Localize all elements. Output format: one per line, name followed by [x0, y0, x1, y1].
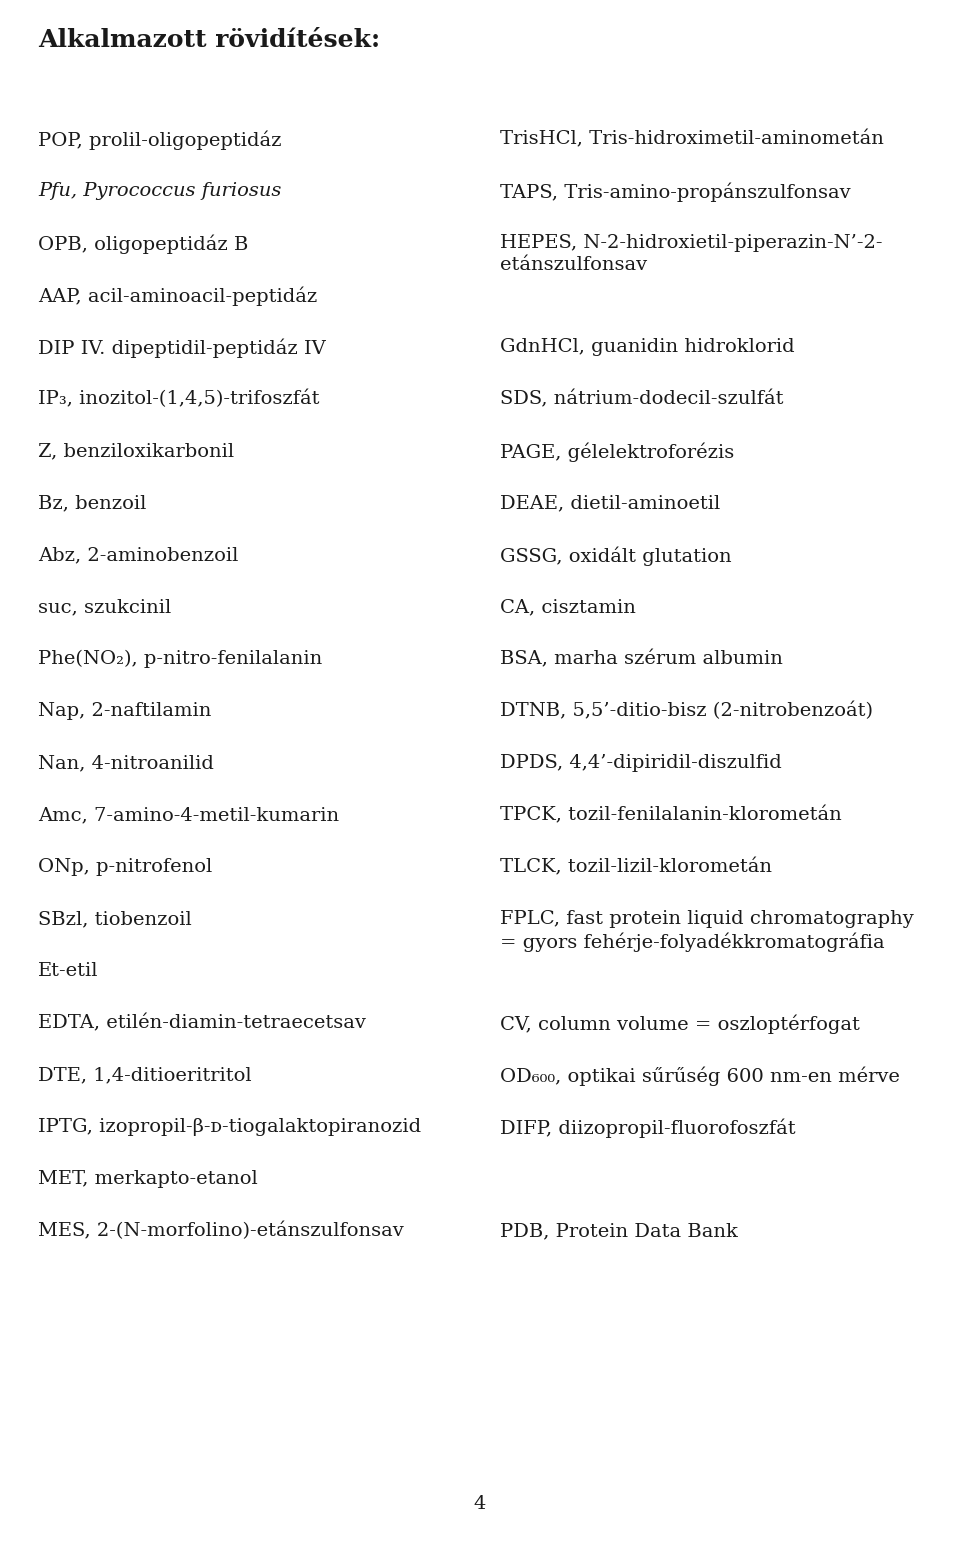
Text: MET, merkapto-etanol: MET, merkapto-etanol [38, 1170, 257, 1188]
Text: SDS, nátrium-dodecil-szulfát: SDS, nátrium-dodecil-szulfát [500, 390, 783, 409]
Text: Nap, 2-naftilamin: Nap, 2-naftilamin [38, 702, 211, 721]
Text: = gyors fehérje-folyadékkromatográfia: = gyors fehérje-folyadékkromatográfia [500, 932, 884, 952]
Text: PAGE, gélelektroforézis: PAGE, gélelektroforézis [500, 441, 734, 461]
Text: Phe(NO₂), p-nitro-fenilalanin: Phe(NO₂), p-nitro-fenilalanin [38, 650, 323, 668]
Text: TAPS, Tris-amino-propánszulfonsav: TAPS, Tris-amino-propánszulfonsav [500, 182, 851, 202]
Text: Z, benziloxikarbonil: Z, benziloxikarbonil [38, 441, 234, 460]
Text: DPDS, 4,4’-dipiridil-diszulfid: DPDS, 4,4’-dipiridil-diszulfid [500, 755, 781, 772]
Text: DEAE, dietil-aminoetil: DEAE, dietil-aminoetil [500, 494, 720, 512]
Text: HEPES, N-2-hidroxietil-piperazin-N’-2-: HEPES, N-2-hidroxietil-piperazin-N’-2- [500, 235, 882, 252]
Text: OPB, oligopeptidáz B: OPB, oligopeptidáz B [38, 235, 249, 253]
Text: TLCK, tozil-lizil-klorometán: TLCK, tozil-lizil-klorometán [500, 858, 772, 876]
Text: Et-etil: Et-etil [38, 961, 99, 980]
Text: 4: 4 [474, 1495, 486, 1514]
Text: TrisHCl, Tris-hidroximetil-aminometán: TrisHCl, Tris-hidroximetil-aminometán [500, 130, 884, 148]
Text: Pfu, Pyrococcus furiosus: Pfu, Pyrococcus furiosus [38, 182, 281, 201]
Text: Bz, benzoil: Bz, benzoil [38, 494, 146, 512]
Text: CA, cisztamin: CA, cisztamin [500, 599, 636, 616]
Text: SBzl, tiobenzoil: SBzl, tiobenzoil [38, 910, 192, 927]
Text: IP₃, inozitol-(1,4,5)-trifoszfát: IP₃, inozitol-(1,4,5)-trifoszfát [38, 390, 320, 409]
Text: TPCK, tozil-fenilalanin-klorometán: TPCK, tozil-fenilalanin-klorometán [500, 805, 842, 824]
Text: CV, column volume = oszloptérfogat: CV, column volume = oszloptérfogat [500, 1014, 860, 1034]
Text: etánszulfonsav: etánszulfonsav [500, 256, 647, 275]
Text: MES, 2-(N-morfolino)-etánszulfonsav: MES, 2-(N-morfolino)-etánszulfonsav [38, 1222, 404, 1241]
Text: Alkalmazott rövidítések:: Alkalmazott rövidítések: [38, 28, 380, 52]
Text: OD₆₀₀, optikai sűrűség 600 nm-en mérve: OD₆₀₀, optikai sűrűség 600 nm-en mérve [500, 1066, 900, 1085]
Text: PDB, Protein Data Bank: PDB, Protein Data Bank [500, 1222, 738, 1241]
Text: Amc, 7-amino-4-metil-kumarin: Amc, 7-amino-4-metil-kumarin [38, 805, 339, 824]
Text: BSA, marha szérum albumin: BSA, marha szérum albumin [500, 650, 782, 668]
Text: DTNB, 5,5’-ditio-bisz (2-nitrobenzoát): DTNB, 5,5’-ditio-bisz (2-nitrobenzoát) [500, 702, 873, 721]
Text: FPLC, fast protein liquid chromatography: FPLC, fast protein liquid chromatography [500, 910, 914, 927]
Text: DIP IV. dipeptidil-peptidáz IV: DIP IV. dipeptidil-peptidáz IV [38, 338, 325, 358]
Text: GSSG, oxidált glutation: GSSG, oxidált glutation [500, 546, 732, 565]
Text: IPTG, izopropil-β-ᴅ-tiogalaktopiranozid: IPTG, izopropil-β-ᴅ-tiogalaktopiranozid [38, 1119, 421, 1136]
Text: Abz, 2-aminobenzoil: Abz, 2-aminobenzoil [38, 546, 238, 565]
Text: suc, szukcinil: suc, szukcinil [38, 599, 171, 616]
Text: Nan, 4-nitroanilid: Nan, 4-nitroanilid [38, 755, 214, 772]
Text: DIFP, diizopropil-fluorofoszfát: DIFP, diizopropil-fluorofoszfát [500, 1119, 796, 1137]
Text: AAP, acil-aminoacil-peptidáz: AAP, acil-aminoacil-peptidáz [38, 285, 317, 306]
Text: DTE, 1,4-ditioeritritol: DTE, 1,4-ditioeritritol [38, 1066, 252, 1085]
Text: ONp, p-nitrofenol: ONp, p-nitrofenol [38, 858, 212, 876]
Text: EDTA, etilén-diamin-tetraecetsav: EDTA, etilén-diamin-tetraecetsav [38, 1014, 366, 1032]
Text: POP, prolil-oligopeptidáz: POP, prolil-oligopeptidáz [38, 130, 281, 150]
Text: GdnHCl, guanidin hidroklorid: GdnHCl, guanidin hidroklorid [500, 338, 795, 356]
